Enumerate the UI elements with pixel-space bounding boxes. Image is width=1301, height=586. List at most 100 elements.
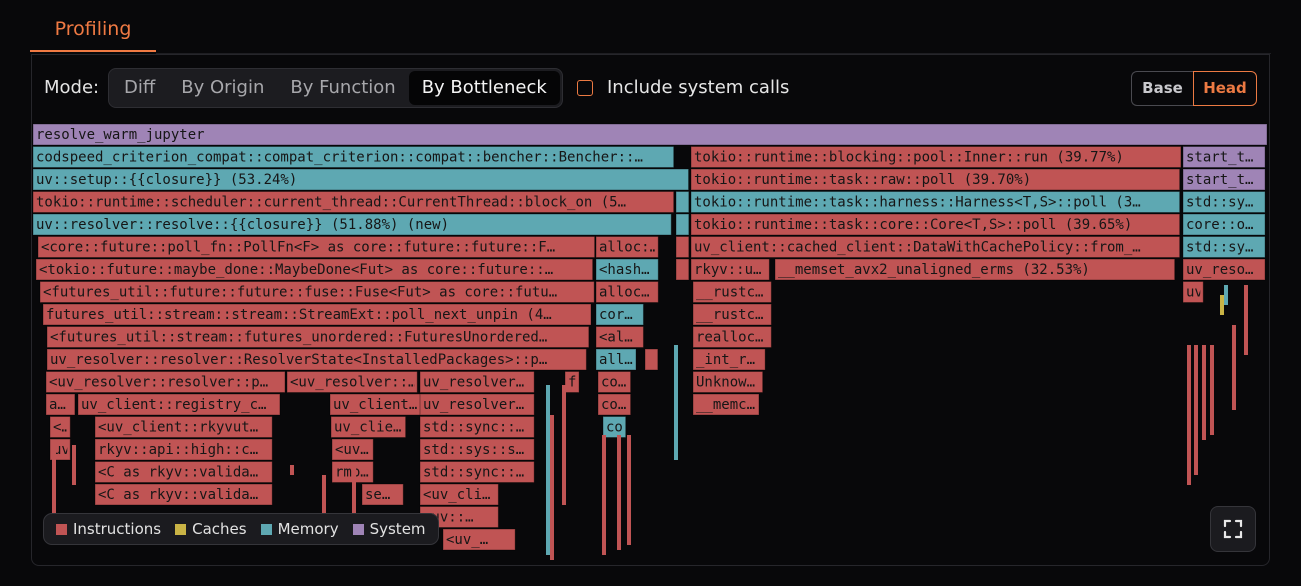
flame-frame-rect[interactable]	[595, 236, 659, 258]
flame-frame-rect[interactable]	[1182, 281, 1204, 303]
flame-sliver[interactable]	[627, 435, 631, 545]
flame-frame-rect[interactable]	[644, 348, 659, 371]
flame-frame[interactable]: uv::setup::{{closure}} (53.24%)	[32, 168, 690, 191]
flame-frame-rect[interactable]	[35, 258, 594, 281]
flame-frame-rect[interactable]	[692, 393, 760, 416]
flame-frame-rect[interactable]	[331, 438, 374, 461]
flame-sliver[interactable]	[1220, 295, 1224, 315]
flame-frame[interactable]: <uv_cli…	[419, 483, 499, 506]
flame-frame[interactable]: _int_r…	[692, 348, 766, 371]
flame-frame-rect[interactable]	[45, 393, 76, 416]
mode-diff-button[interactable]: Diff	[124, 77, 156, 98]
flame-frame-rect[interactable]	[37, 236, 596, 258]
flame-sliver[interactable]	[1187, 345, 1191, 485]
flame-frame-rect[interactable]	[675, 258, 690, 281]
flame-frame[interactable]: <…	[49, 416, 71, 438]
mode-by-function-button[interactable]: By Function	[290, 77, 396, 98]
flame-frame-rect[interactable]	[675, 236, 690, 258]
flame-frame-rect[interactable]	[692, 281, 772, 303]
flame-sliver[interactable]	[1202, 345, 1206, 440]
flame-frame[interactable]: start_t…	[1182, 168, 1266, 191]
flame-frame[interactable]: __rustc…	[692, 281, 772, 303]
flame-frame-rect[interactable]	[690, 236, 1181, 258]
flame-frame-rect[interactable]	[442, 528, 516, 551]
flame-frame[interactable]: co…	[597, 371, 632, 393]
mode-by-bottleneck-button[interactable]: By Bottleneck	[408, 71, 560, 105]
flame-frame[interactable]: uv_reso…	[1182, 258, 1266, 281]
flame-frame-rect[interactable]	[692, 326, 772, 348]
flame-frame[interactable]: <uv_…	[442, 528, 516, 551]
flame-frame-rect[interactable]	[690, 191, 1181, 213]
flame-frame[interactable]: <hash…	[595, 258, 659, 281]
flame-sliver[interactable]	[1232, 325, 1236, 410]
flame-frame[interactable]: alloc:…	[595, 236, 659, 258]
flame-frame-rect[interactable]	[46, 326, 590, 348]
flame-frame[interactable]	[675, 213, 690, 236]
flame-frame-rect[interactable]	[42, 303, 592, 326]
fullscreen-button[interactable]	[1210, 506, 1256, 552]
flame-frame[interactable]: tokio::runtime::task::core::Core<T,S>::p…	[690, 213, 1181, 236]
flame-sliver[interactable]	[1210, 345, 1214, 435]
flame-sliver[interactable]	[562, 385, 566, 505]
flame-frame[interactable]: std::sync::…	[419, 416, 535, 438]
flame-frame[interactable]: <futures_util::future::future::fuse::Fus…	[39, 281, 595, 303]
flame-frame[interactable]: futures_util::stream::stream::StreamExt:…	[42, 303, 592, 326]
flame-frame[interactable]: <C as rkyv::valida…	[94, 483, 273, 506]
flame-frame[interactable]: uv::resolver::resolve::{{closure}} (51.8…	[32, 213, 672, 236]
flame-sliver[interactable]	[290, 465, 294, 475]
flame-frame[interactable]: fu	[564, 371, 585, 393]
flame-frame-rect[interactable]	[1182, 168, 1266, 191]
flame-frame-rect[interactable]	[675, 191, 690, 213]
flame-frame-rect[interactable]	[32, 123, 1268, 146]
flame-frame-rect[interactable]	[690, 146, 1182, 168]
flame-frame-rect[interactable]	[419, 371, 535, 393]
flame-frame[interactable]: uv_client::registry_c…	[77, 393, 281, 416]
flame-frame[interactable]: codspeed_criterion_compat::compat_criter…	[32, 146, 675, 168]
flame-frame-rect[interactable]	[597, 371, 632, 393]
flame-frame[interactable]: co	[602, 416, 627, 438]
flame-frame-rect[interactable]	[692, 371, 764, 393]
flame-sliver[interactable]	[72, 445, 76, 485]
flame-frame-rect[interactable]	[1182, 213, 1266, 236]
tab-profiling[interactable]: Profiling	[30, 14, 156, 52]
flame-frame-rect[interactable]	[94, 461, 273, 483]
flame-frame-rect[interactable]	[419, 438, 535, 461]
include-system-calls-checkbox[interactable]	[577, 80, 593, 96]
flame-frame[interactable]: co…	[597, 393, 632, 416]
head-button[interactable]: Head	[1193, 71, 1257, 106]
flame-frame-rect[interactable]	[419, 483, 499, 506]
flame-frame[interactable]: uv_clie…	[330, 416, 407, 438]
flame-frame[interactable]: <uv_client::rkyvut…	[94, 416, 273, 438]
flame-frame-rect[interactable]	[692, 348, 766, 371]
flame-frame-rect[interactable]	[94, 483, 273, 506]
flame-frame-rect[interactable]	[39, 281, 595, 303]
flame-frame-rect[interactable]	[690, 258, 770, 281]
flame-frame[interactable]: std::sync::…	[419, 461, 535, 483]
flame-frame[interactable]: resolve_warm_jupyter	[32, 123, 1268, 146]
flame-frame[interactable]: core::o…	[1182, 213, 1266, 236]
flame-frame[interactable]: <tokio::future::maybe_done::MaybeDone<Fu…	[35, 258, 594, 281]
mode-by-origin-button[interactable]: By Origin	[181, 77, 265, 98]
flame-frame-rect[interactable]	[330, 416, 407, 438]
flame-frame[interactable]: uv_resolver…	[419, 371, 535, 393]
flame-frame[interactable]: tokio::runtime::blocking::pool::Inner::r…	[690, 146, 1182, 168]
flame-frame-rect[interactable]	[595, 258, 659, 281]
flame-frame[interactable]: <core::future::poll_fn::PollFn<F> as cor…	[37, 236, 596, 258]
flame-frame-rect[interactable]	[46, 348, 587, 371]
flame-frame-rect[interactable]	[690, 168, 1181, 191]
flame-frame[interactable]: <futures_util::stream::futures_unordered…	[46, 326, 590, 348]
flame-frame-rect[interactable]	[595, 281, 659, 303]
flame-frame[interactable]: <uv::…	[419, 506, 499, 528]
flame-sliver[interactable]	[546, 385, 550, 555]
flame-frame[interactable]: rkyv::api::high::c…	[94, 438, 273, 461]
flame-frame-rect[interactable]	[774, 258, 1176, 281]
flame-frame-rect[interactable]	[597, 393, 632, 416]
flame-frame[interactable]: std::sys::s…	[419, 438, 535, 461]
flame-frame[interactable]	[675, 191, 690, 213]
flame-frame[interactable]: rkyv::u…	[690, 258, 770, 281]
flame-frame[interactable]: __memc…	[692, 393, 760, 416]
flame-frame[interactable]: std::sy…	[1182, 191, 1266, 213]
flame-frame[interactable]: tokio::runtime::scheduler::current_threa…	[32, 191, 675, 213]
flame-frame[interactable]: <uv_resolver::…	[286, 371, 418, 393]
flame-frame-rect[interactable]	[419, 416, 535, 438]
